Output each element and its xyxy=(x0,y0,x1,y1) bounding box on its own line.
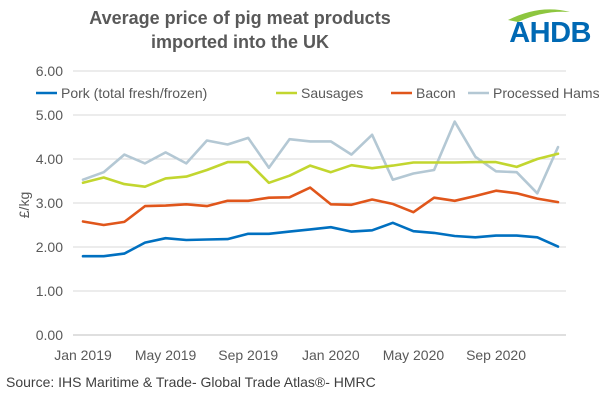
legend-label: Sausages xyxy=(301,85,363,101)
y-tick-label: 0.00 xyxy=(36,327,63,343)
logo-text: AHDB xyxy=(509,17,591,49)
chart-title-line-2: imported into the UK xyxy=(151,32,329,52)
series-line xyxy=(81,120,560,195)
y-axis-title: £/kg xyxy=(16,192,32,218)
legend: Pork (total fresh/frozen) Sausages Bacon Pr… xyxy=(36,85,599,101)
series-line xyxy=(81,152,560,188)
x-tick-label: Jan 2020 xyxy=(302,347,360,363)
x-tick-label: Sep 2019 xyxy=(218,347,278,363)
grid-lines xyxy=(73,70,566,292)
y-tick-label: 3.00 xyxy=(36,195,63,211)
legend-label: Bacon xyxy=(416,85,456,101)
legend-label: Processed Hams xyxy=(493,85,599,101)
chart-title-line-1: Average price of pig meat products xyxy=(89,8,391,28)
x-tick-label: May 2020 xyxy=(383,347,445,363)
axes: 0.00 1.00 2.00 3.00 4.00 5.00 6.00 Jan 2019 May … xyxy=(36,63,566,363)
y-tick-label: 4.00 xyxy=(36,151,63,167)
x-tick-label: May 2019 xyxy=(135,347,197,363)
source-note: Source: IHS Maritime & Trade- Global Tra… xyxy=(6,374,376,390)
chart-title: Average price of pig meat products impor… xyxy=(0,6,480,54)
y-tick-label: 5.00 xyxy=(36,107,63,123)
logo-swoosh-icon xyxy=(508,9,570,22)
ahdb-logo: AHDB xyxy=(500,6,595,54)
y-tick-label: 1.00 xyxy=(36,283,63,299)
legend-label: Pork (total fresh/frozen) xyxy=(61,85,207,101)
series-lines xyxy=(81,120,560,258)
y-tick-label: 2.00 xyxy=(36,239,63,255)
line-chart: 0.00 1.00 2.00 3.00 4.00 5.00 6.00 Jan 2019 May … xyxy=(16,63,599,363)
x-tick-label: Jan 2019 xyxy=(54,347,112,363)
x-tick-label: Sep 2020 xyxy=(466,347,526,363)
y-tick-label: 6.00 xyxy=(36,63,63,79)
series-line xyxy=(81,221,560,258)
series-line xyxy=(81,186,560,227)
